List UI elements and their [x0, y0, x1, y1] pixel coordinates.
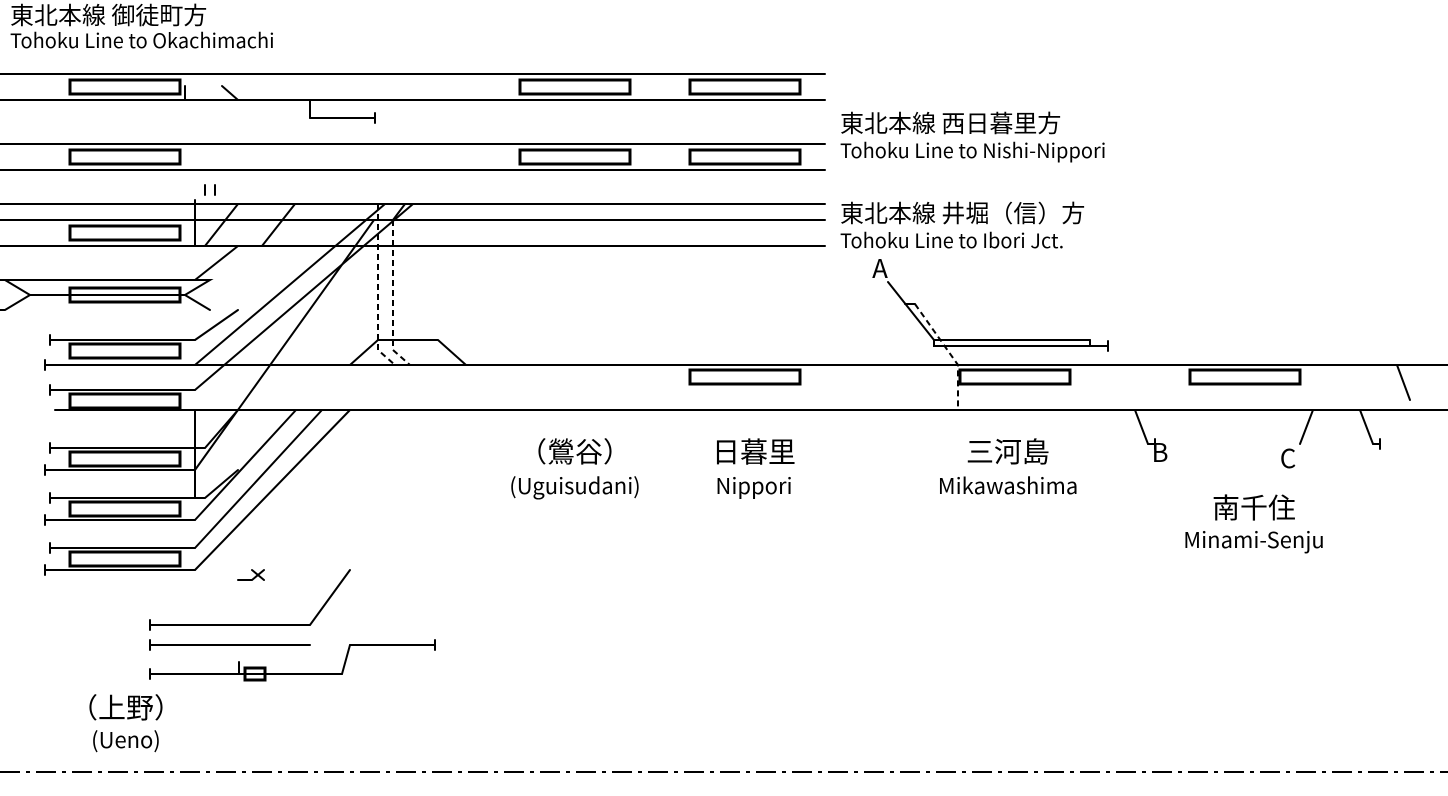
label-nishi-nippori-jp: 東北本線 西日暮里方	[840, 104, 1061, 139]
station-mikawashima-jp: 三河島	[966, 431, 1050, 471]
station-minamisenju-en: Minami-Senju	[1183, 523, 1324, 555]
label-nishi-nippori-en: Tohoku Line to Nishi-Nippori	[840, 135, 1106, 164]
station-ueno-en: (Ueno)	[91, 723, 161, 755]
station-nippori-en: Nippori	[715, 469, 792, 501]
station-nippori-jp: 日暮里	[712, 431, 796, 471]
station-uguisudani-jp: （鶯谷）	[519, 431, 631, 471]
station-uguisudani-en: (Uguisudani)	[509, 469, 640, 501]
marker-B: B	[1151, 433, 1168, 470]
station-mikawashima-en: Mikawashima	[938, 469, 1078, 501]
label-ibori-jp: 東北本線 井堀（信）方	[840, 194, 1085, 229]
marker-A: A	[872, 249, 888, 286]
station-minamisenju-jp: 南千住	[1212, 487, 1296, 527]
marker-C: C	[1280, 439, 1297, 476]
canvas-bg	[0, 0, 1448, 796]
label-okachimachi-en: Tohoku Line to Okachimachi	[10, 25, 275, 54]
station-ueno-jp: （上野）	[70, 687, 182, 727]
